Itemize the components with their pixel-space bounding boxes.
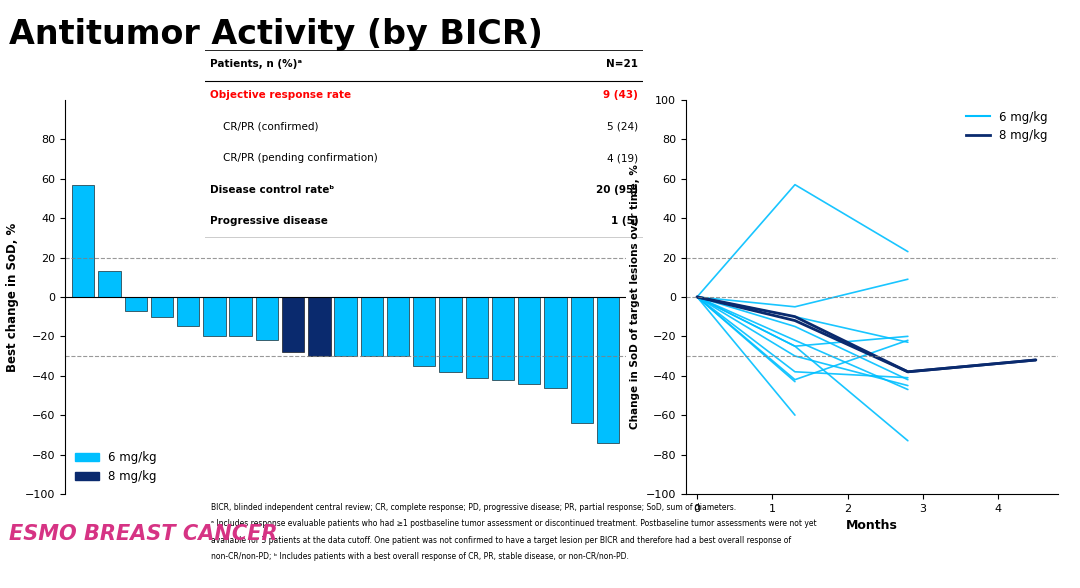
Bar: [308, 297, 330, 356]
Text: available for 3 patients at the data cutoff. One patient was not confirmed to ha: available for 3 patients at the data cut…: [211, 536, 791, 544]
Bar: [570, 297, 593, 423]
Bar: [177, 297, 200, 326]
Text: Objective response rate: Objective response rate: [210, 91, 351, 101]
Text: 9 (43): 9 (43): [604, 91, 638, 101]
Bar: [440, 297, 462, 372]
Text: 1 (5): 1 (5): [610, 216, 638, 226]
Text: Disease control rateᵇ: Disease control rateᵇ: [210, 185, 334, 195]
Legend: 6 mg/kg, 8 mg/kg: 6 mg/kg, 8 mg/kg: [961, 106, 1053, 147]
Text: ᵃ Includes response evaluable patients who had ≥1 postbaseline tumor assessment : ᵃ Includes response evaluable patients w…: [211, 519, 816, 528]
Text: Antitumor Activity (by BICR): Antitumor Activity (by BICR): [9, 18, 542, 51]
Text: 20 (95): 20 (95): [596, 185, 638, 195]
Bar: [229, 297, 252, 336]
Bar: [98, 271, 121, 297]
Bar: [414, 297, 435, 366]
Text: BICR, blinded independent central review; CR, complete response; PD, progressive: BICR, blinded independent central review…: [211, 503, 735, 512]
Text: CR/PR (confirmed): CR/PR (confirmed): [222, 122, 319, 132]
Bar: [518, 297, 540, 383]
X-axis label: Months: Months: [846, 519, 899, 532]
Bar: [203, 297, 226, 336]
Text: CR/PR (pending confirmation): CR/PR (pending confirmation): [222, 153, 377, 163]
Text: Progressive disease: Progressive disease: [210, 216, 327, 226]
Bar: [256, 297, 278, 340]
Text: 4 (19): 4 (19): [607, 153, 638, 163]
Text: non-CR/non-PD; ᵇ Includes patients with a best overall response of CR, PR, stabl: non-CR/non-PD; ᵇ Includes patients with …: [211, 552, 629, 561]
Y-axis label: Change in SoD of target lesions over time, %: Change in SoD of target lesions over tim…: [630, 165, 640, 429]
Bar: [465, 297, 488, 377]
Text: 5 (24): 5 (24): [607, 122, 638, 132]
Bar: [151, 297, 173, 316]
Bar: [72, 185, 94, 297]
Bar: [282, 297, 305, 352]
Text: N=21: N=21: [606, 59, 638, 69]
Bar: [544, 297, 567, 387]
Bar: [491, 297, 514, 380]
Bar: [124, 297, 147, 310]
Bar: [597, 297, 619, 443]
Text: Patients, n (%)ᵃ: Patients, n (%)ᵃ: [210, 59, 301, 69]
Bar: [361, 297, 383, 356]
Bar: [335, 297, 356, 356]
Text: ESMO BREAST CANCER: ESMO BREAST CANCER: [9, 524, 278, 544]
Bar: [387, 297, 409, 356]
Y-axis label: Best change in SoD, %: Best change in SoD, %: [6, 222, 19, 372]
Legend: 6 mg/kg, 8 mg/kg: 6 mg/kg, 8 mg/kg: [70, 447, 162, 488]
